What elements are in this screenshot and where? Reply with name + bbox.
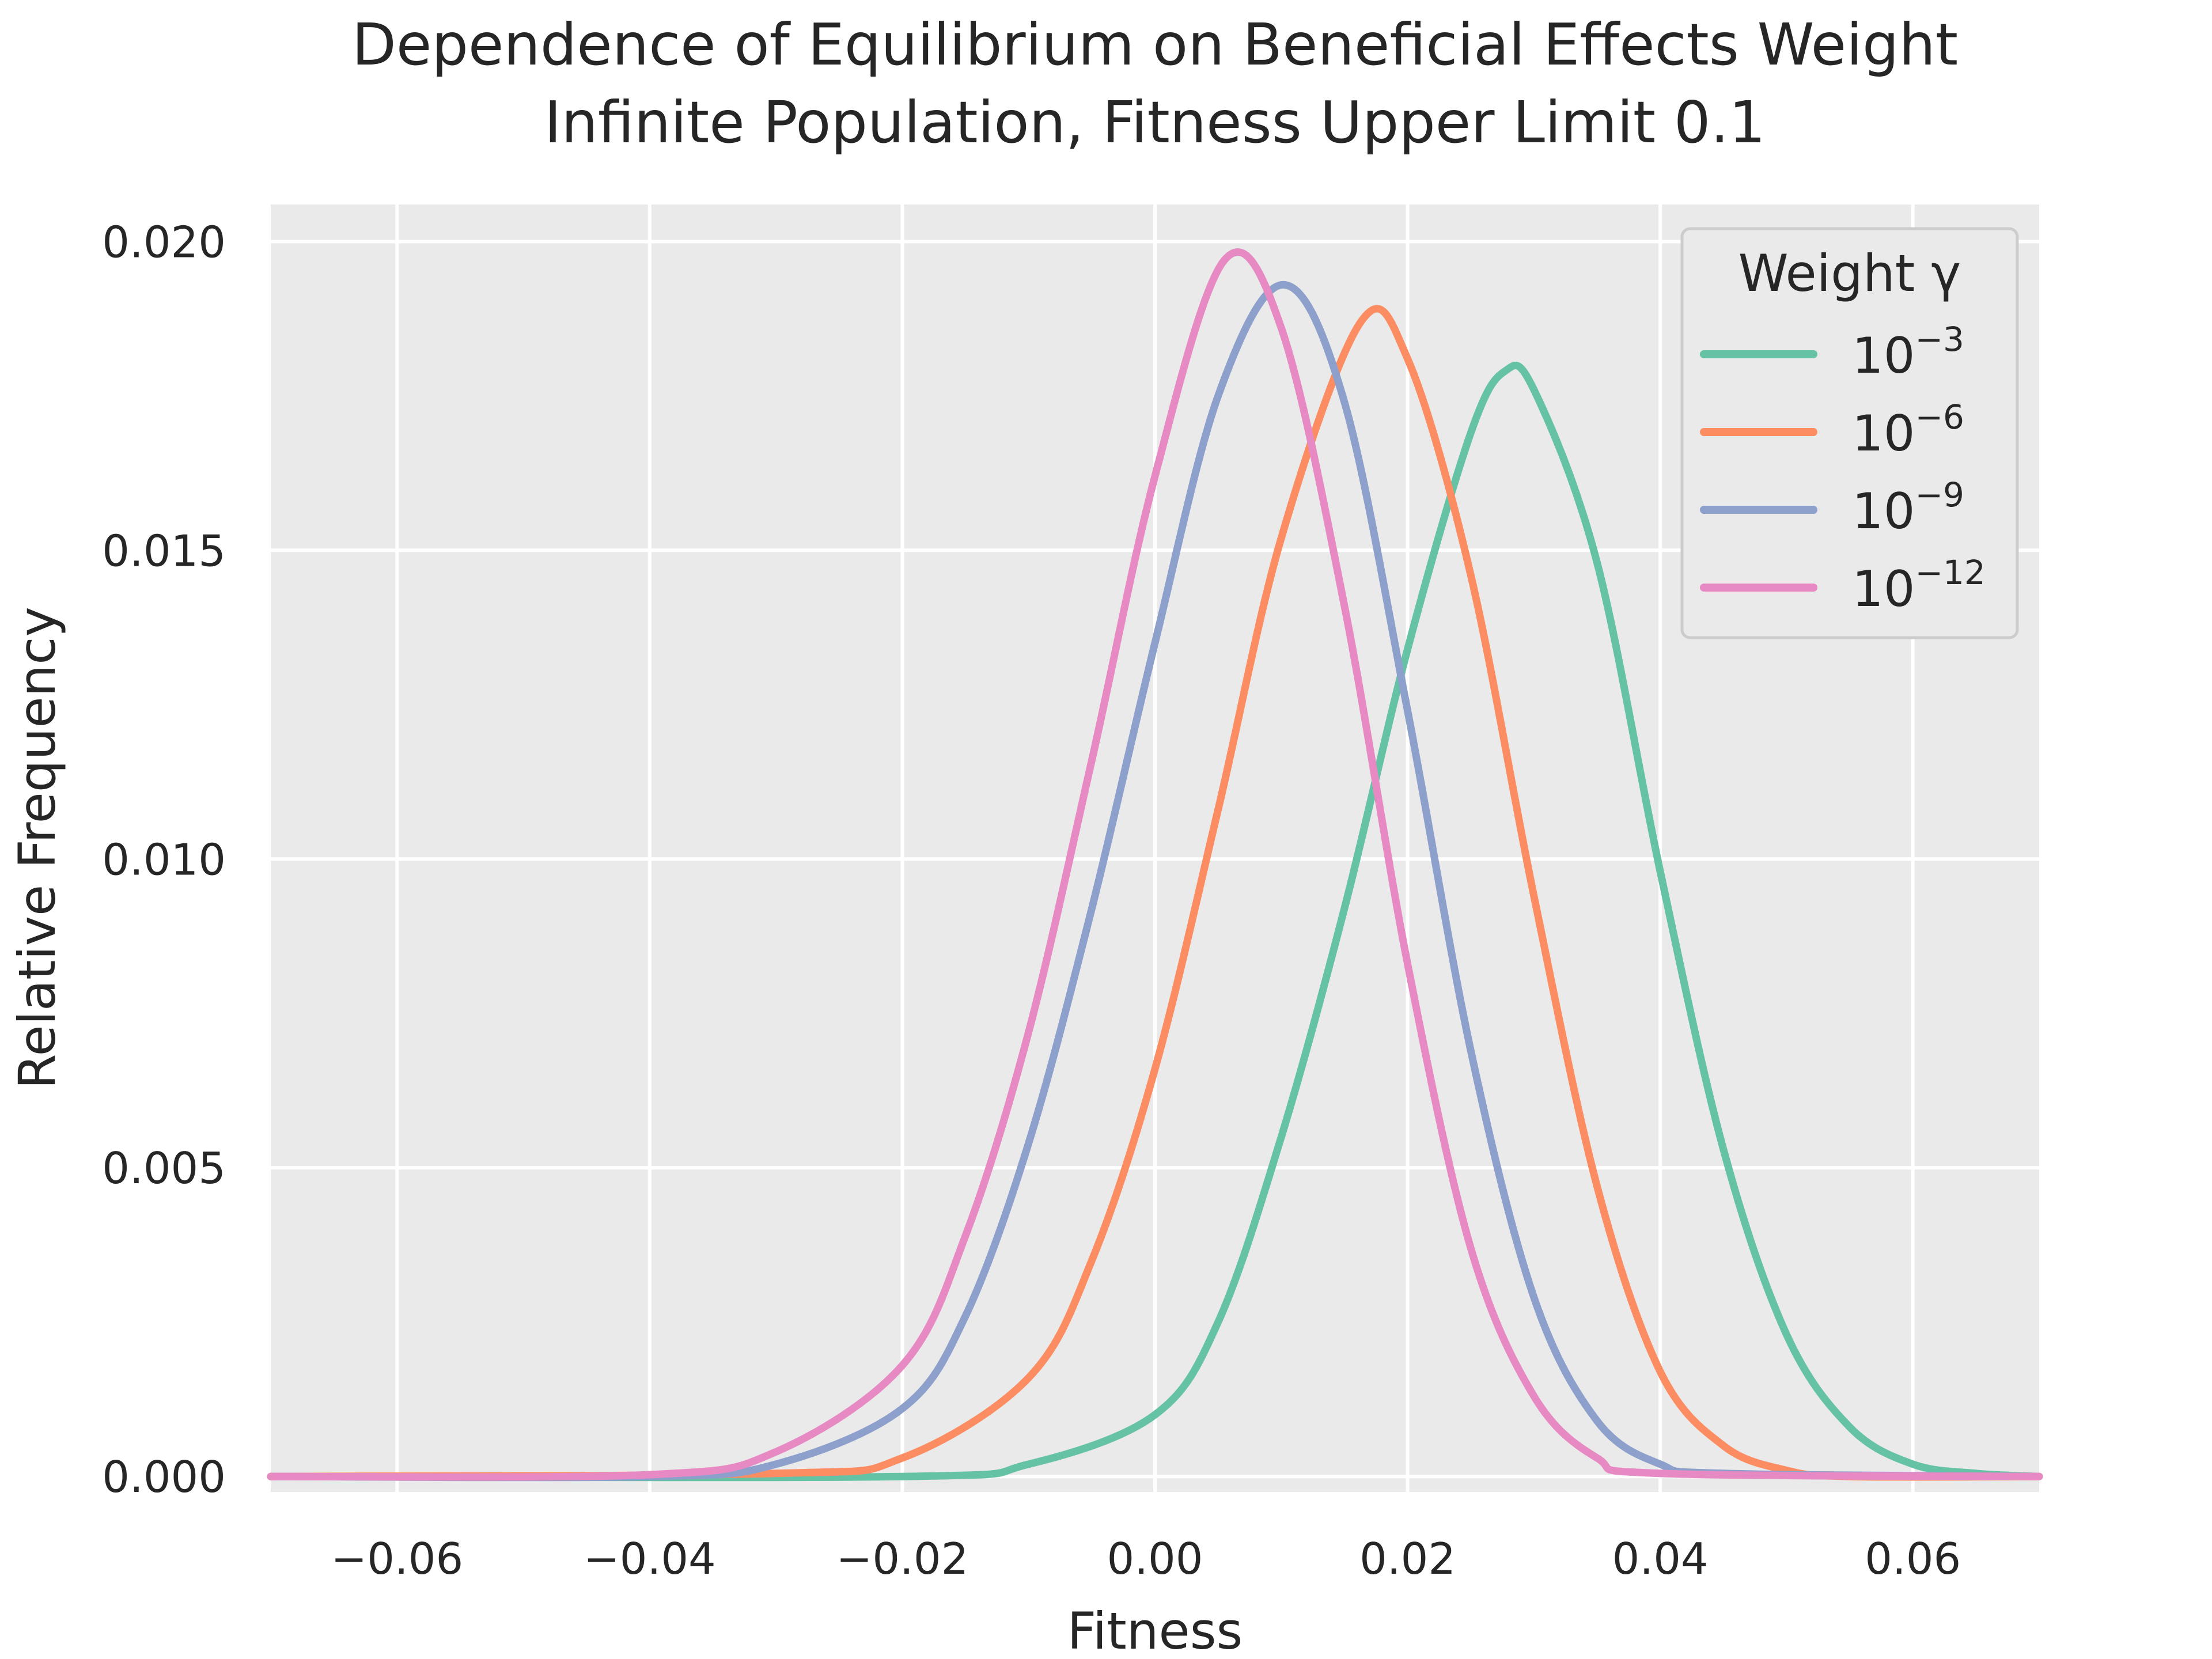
series-line-2	[267, 281, 2043, 1482]
series-line-3	[267, 248, 2043, 1481]
legend: Weight γ 10−3 10−6 10−9 10−12	[1680, 227, 2019, 639]
y-tick-label: 0.020	[102, 217, 226, 267]
y-axis-label: Relative Frequency	[7, 607, 67, 1089]
x-tick-label: −0.06	[331, 1533, 463, 1584]
y-tick-labels: 0.000 0.005 0.010 0.015 0.020	[102, 217, 226, 1502]
series-lines	[267, 248, 2043, 1482]
legend-label: 10−9	[1852, 475, 1964, 540]
chart-title: Dependence of Equilibrium on Beneficial …	[352, 11, 1958, 78]
legend-label: 10−3	[1852, 320, 1964, 385]
x-axis-label: Fitness	[1067, 1601, 1243, 1659]
legend-label: 10−12	[1852, 553, 1986, 618]
y-tick-label: 0.005	[102, 1143, 226, 1194]
x-tick-label: 0.00	[1107, 1533, 1203, 1584]
legend-box	[1680, 227, 2019, 639]
x-tick-label: 0.04	[1612, 1533, 1709, 1584]
y-tick-label: 0.015	[102, 525, 226, 576]
x-tick-label: −0.04	[584, 1533, 716, 1584]
x-tick-label: −0.02	[836, 1533, 969, 1584]
legend-label: 10−6	[1852, 397, 1964, 463]
series-line-1	[267, 305, 2043, 1481]
x-tick-label: 0.06	[1865, 1533, 1961, 1584]
series-line-0	[267, 361, 2043, 1482]
y-tick-label: 0.000	[102, 1452, 226, 1502]
legend-title: Weight γ	[1738, 244, 1961, 303]
chart-subtitle: Infinite Population, Fitness Upper Limit…	[544, 89, 1766, 156]
x-tick-label: 0.02	[1359, 1533, 1456, 1584]
x-tick-labels: −0.06 −0.04 −0.02 0.00 0.02 0.04 0.06	[331, 1533, 1961, 1584]
y-tick-label: 0.010	[102, 834, 226, 885]
